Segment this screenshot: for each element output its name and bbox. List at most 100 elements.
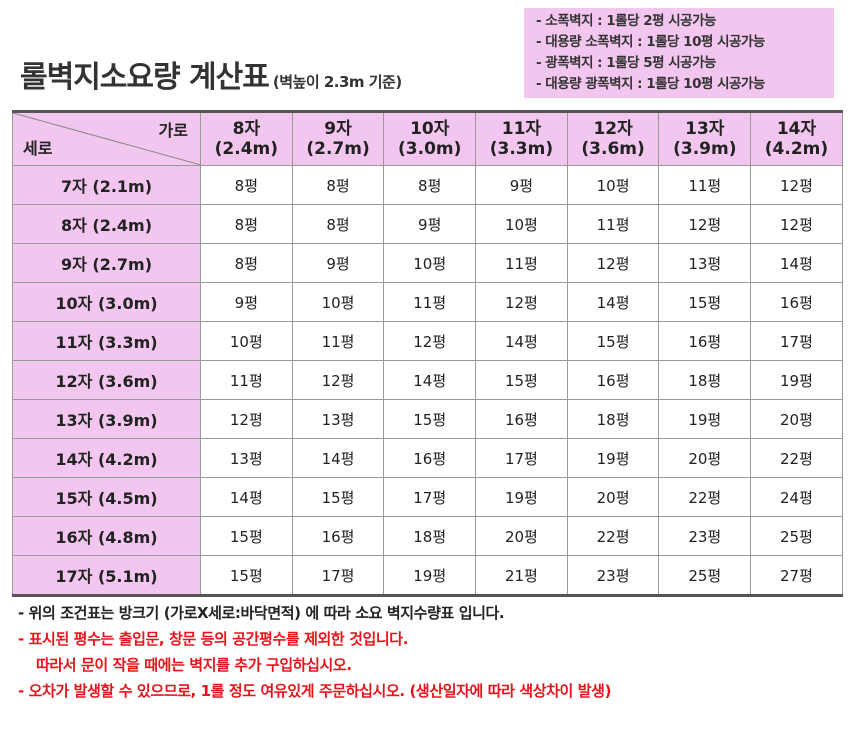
table-row: 15자 (4.5m) 14평 15평 17평 19평 20평 22평 24평 <box>12 477 843 517</box>
table-cell: 9평 <box>475 165 568 205</box>
row-header: 17자 (5.1m) <box>12 555 201 596</box>
table-cell: 16평 <box>566 360 660 400</box>
table-cell: 8평 <box>200 204 293 244</box>
corner-sero-label: 세로 <box>23 139 53 158</box>
table-cell: 25평 <box>750 516 843 556</box>
table-cell: 14평 <box>750 243 843 283</box>
table-cell: 10평 <box>475 204 568 244</box>
table-cell: 22평 <box>750 438 843 478</box>
note-item: - 광폭벽지 : 1롤당 5평 시공가능 <box>536 55 716 71</box>
column-header-top: 14자 <box>776 119 817 139</box>
row-header: 15자 (4.5m) <box>12 477 201 517</box>
table-cell: 15평 <box>658 282 752 322</box>
table-cell: 10평 <box>383 243 477 283</box>
title-sub: (벽높이 2.3m 기준) <box>272 73 402 91</box>
column-header-bottom: (2.7m) <box>306 139 370 159</box>
table-cell: 13평 <box>291 399 385 439</box>
column-header-bottom: (2.4m) <box>214 139 279 159</box>
table-cell: 12평 <box>566 243 660 283</box>
table-cell: 11평 <box>383 282 477 322</box>
table-cell: 11평 <box>475 243 568 283</box>
row-header: 8자 (2.4m) <box>12 204 201 244</box>
table-cell: 21평 <box>475 555 568 596</box>
table-cell: 11평 <box>658 165 752 205</box>
table-cell: 15평 <box>200 516 293 556</box>
table-cell: 12평 <box>475 282 568 322</box>
column-header-top: 9자 <box>324 119 352 139</box>
table-cell: 13평 <box>658 243 752 283</box>
column-header-top: 12자 <box>593 119 633 139</box>
row-header: 11자 (3.3m) <box>12 321 201 361</box>
row-header: 9자 (2.7m) <box>12 243 201 283</box>
table-cell: 15평 <box>291 477 385 517</box>
note-item: - 소폭벽지 : 1롤당 2평 시공가능 <box>536 13 716 29</box>
table-cell: 16평 <box>475 399 568 439</box>
table-cell: 25평 <box>658 555 752 596</box>
row-header: 14자 (4.2m) <box>12 438 201 478</box>
table-cell: 10평 <box>200 321 293 361</box>
table-cell: 8평 <box>291 165 385 205</box>
table-cell: 14평 <box>200 477 293 517</box>
table-cell: 16평 <box>658 321 752 361</box>
footer-notes: - 위의 조건표는 방크기 (가로X세로:바닥면적) 에 따라 소요 벽지수량표… <box>18 600 611 704</box>
row-header: 7자 (2.1m) <box>12 165 201 205</box>
column-header-top: 10자 <box>410 119 450 139</box>
table-cell: 24평 <box>750 477 843 517</box>
table-cell: 16평 <box>383 438 477 478</box>
table-cell: 20평 <box>658 438 752 478</box>
table-cell: 11평 <box>566 204 660 244</box>
title-main: 롤벽지소요량 계산표 <box>20 60 270 95</box>
column-header-top: 8자 <box>232 119 261 139</box>
table-cell: 12평 <box>750 165 843 205</box>
table-cell: 22평 <box>566 516 660 556</box>
table-cell: 19평 <box>383 555 477 596</box>
table-cell: 17평 <box>750 321 843 361</box>
table-row: 9자 (2.7m) 8평 9평 10평 11평 12평 13평 14평 <box>12 243 843 283</box>
corner-garo-label: 가로 <box>158 121 188 140</box>
footer-line-1: - 위의 조건표는 방크기 (가로X세로:바닥면적) 에 따라 소요 벽지수량표… <box>18 604 505 622</box>
table-cell: 8평 <box>200 165 293 205</box>
table-cell: 20평 <box>475 516 568 556</box>
table-cell: 20평 <box>566 477 660 517</box>
table-cell: 9평 <box>200 282 293 322</box>
table-cell: 12평 <box>383 321 477 361</box>
table-cell: 12평 <box>658 204 752 244</box>
table-cell: 12평 <box>291 360 385 400</box>
column-header-bottom: (4.2m) <box>764 139 829 159</box>
table-cell: 14평 <box>566 282 660 322</box>
table-cell: 19평 <box>475 477 568 517</box>
table-cell: 17평 <box>475 438 568 478</box>
table-row: 16자 (4.8m) 15평 16평 18평 20평 22평 23평 25평 <box>12 516 843 556</box>
column-header: 13자 (3.9m) <box>658 111 752 166</box>
table-cell: 22평 <box>658 477 752 517</box>
table-cell: 18평 <box>658 360 752 400</box>
wallpaper-table: 가로 세로 8자 (2.4m) 9자 (2.7m) 10자 (3.0m) 11자 (3.3m)… <box>12 110 843 597</box>
table-cell: 15평 <box>383 399 477 439</box>
table-cell: 19평 <box>750 360 843 400</box>
column-header: 9자 (2.7m) <box>291 111 385 166</box>
table-cell: 8평 <box>383 165 477 205</box>
column-header: 11자 (3.3m) <box>475 111 568 166</box>
column-header-bottom: (3.3m) <box>489 139 554 159</box>
note-item: - 대용량 광폭벽지 : 1롤당 10평 시공가능 <box>536 76 765 92</box>
footer-line-3: 따라서 문이 작을 때에는 벽지를 추가 구입하십시오. <box>36 656 352 674</box>
column-header: 12자 (3.6m) <box>566 111 660 166</box>
footer-line-2: - 표시된 평수는 출입문, 창문 등의 공간평수를 제외한 것입니다. <box>18 630 409 648</box>
table-cell: 11평 <box>200 360 293 400</box>
table-row: 11자 (3.3m) 10평 11평 12평 14평 15평 16평 17평 <box>12 321 843 361</box>
table-cell: 11평 <box>291 321 385 361</box>
table-cell: 10평 <box>566 165 660 205</box>
table-cell: 17평 <box>383 477 477 517</box>
table-row: 7자 (2.1m) 8평 8평 8평 9평 10평 11평 12평 <box>12 165 843 205</box>
page-title: 롤벽지소요량 계산표 (벽높이 2.3m 기준) <box>20 52 402 96</box>
table-cell: 20평 <box>750 399 843 439</box>
row-header: 13자 (3.9m) <box>12 399 201 439</box>
table-row: 12자 (3.6m) 11평 12평 14평 15평 16평 18평 19평 <box>12 360 843 400</box>
table-row: 14자 (4.2m) 13평 14평 16평 17평 19평 20평 22평 <box>12 438 843 478</box>
table-cell: 16평 <box>291 516 385 556</box>
table-row: 17자 (5.1m) 15평 17평 19평 21평 23평 25평 27평 <box>12 555 843 596</box>
row-header: 10자 (3.0m) <box>12 282 201 322</box>
table-row: 10자 (3.0m) 9평 10평 11평 12평 14평 15평 16평 <box>12 282 843 322</box>
table-cell: 15평 <box>566 321 660 361</box>
table-cell: 17평 <box>291 555 385 596</box>
